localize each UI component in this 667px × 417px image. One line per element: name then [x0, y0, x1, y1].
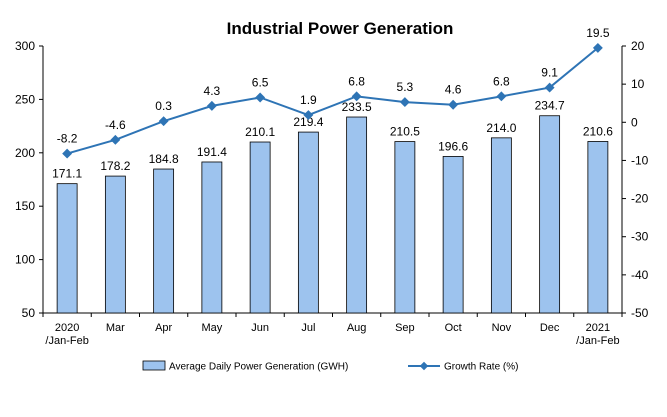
left-axis-tick-label: 250: [15, 92, 35, 106]
left-axis-tick-label: 100: [15, 253, 35, 267]
bar-data-label: 210.5: [390, 125, 420, 139]
growth-rate-data-label: -4.6: [105, 118, 126, 132]
x-axis-tick-label: Mar: [106, 322, 125, 334]
growth-rate-point: [62, 148, 73, 159]
left-axis-tick-label: 150: [15, 199, 35, 213]
bar: [394, 141, 416, 314]
x-axis-tick-label: Oct: [445, 322, 462, 334]
growth-rate-line: [66, 47, 599, 155]
bar-data-label: 210.1: [245, 125, 275, 139]
bar-data-label: 210.6: [583, 124, 613, 138]
growth-rate-point: [158, 116, 169, 127]
growth-rate-point: [206, 100, 217, 111]
growth-rate-data-label: 0.3: [155, 99, 172, 113]
x-axis-tick-label: Dec: [540, 322, 560, 334]
x-axis-tick-label: Jul: [301, 322, 315, 334]
growth-rate-point: [255, 92, 266, 103]
x-axis-tick-label: 2021: [586, 322, 610, 334]
right-axis-tick-label: -50: [631, 306, 649, 320]
right-axis-tick-label: 0: [631, 115, 638, 129]
growth-rate-data-label: 4.6: [445, 83, 462, 97]
legend-bar-label: Average Daily Power Generation (GWH): [169, 362, 348, 373]
growth-rate-data-label: 9.1: [541, 66, 558, 80]
bar-data-label: 214.0: [486, 121, 516, 135]
right-axis-tick-label: -40: [631, 268, 649, 282]
growth-rate-data-label: 6.8: [493, 74, 510, 88]
x-axis-tick-label: 2020: [55, 322, 79, 334]
bar: [490, 137, 512, 314]
legend-line-marker: [419, 361, 429, 371]
x-axis-tick-label: Sep: [395, 322, 415, 334]
bar: [539, 115, 561, 314]
growth-rate-point: [496, 91, 507, 102]
right-axis-tick-label: -10: [631, 153, 649, 167]
growth-rate-data-label: -8.2: [57, 132, 78, 146]
left-axis-tick-label: 300: [15, 39, 35, 53]
bar-data-label: 171.1: [52, 167, 82, 181]
bar: [297, 131, 319, 314]
x-axis-tick-label: Aug: [347, 322, 367, 334]
growth-rate-point: [448, 99, 459, 110]
x-axis-tick-label: /Jan-Feb: [45, 335, 88, 347]
legend: Average Daily Power Generation (GWH) Grow…: [142, 360, 518, 373]
bar-data-label: 219.4: [293, 115, 323, 129]
bar: [104, 175, 126, 314]
bar: [442, 156, 464, 314]
right-axis-tick-label: -30: [631, 230, 649, 244]
right-axis-tick-label: 10: [631, 77, 645, 91]
bar-data-label: 191.4: [197, 145, 227, 159]
legend-bar-swatch: [142, 360, 166, 371]
growth-rate-point: [399, 97, 410, 108]
growth-rate-data-label: 19.5: [586, 26, 610, 40]
bar: [56, 183, 78, 314]
left-axis-tick-label: 50: [22, 306, 36, 320]
growth-rate-data-label: 4.3: [204, 84, 221, 98]
bar: [346, 116, 368, 314]
plot-area: 50100150200250300-50-40-30-20-1001020202…: [15, 26, 649, 347]
bar: [249, 141, 271, 314]
right-axis-tick-label: -20: [631, 192, 649, 206]
growth-rate-point: [110, 134, 121, 145]
bar: [153, 168, 175, 314]
bar-data-label: 196.6: [438, 139, 468, 153]
x-axis-tick-label: /Jan-Feb: [576, 335, 619, 347]
x-axis-tick-label: Apr: [155, 322, 172, 334]
bar-data-label: 178.2: [100, 159, 130, 173]
bar: [587, 141, 609, 314]
bar-data-label: 234.7: [535, 99, 565, 113]
growth-rate-data-label: 6.8: [348, 74, 365, 88]
growth-rate-point: [592, 42, 603, 53]
growth-rate-data-label: 1.9: [300, 93, 317, 107]
growth-rate-data-label: 5.3: [397, 80, 414, 94]
x-axis-tick-label: Nov: [492, 322, 512, 334]
x-axis-tick-label: Jun: [251, 322, 269, 334]
right-axis-tick-label: 20: [631, 39, 645, 53]
growth-rate-point: [544, 82, 555, 93]
growth-rate-data-label: 6.5: [252, 75, 269, 89]
legend-line-label: Growth Rate (%): [444, 362, 518, 373]
bar: [201, 161, 223, 314]
bar-data-label: 184.8: [149, 152, 179, 166]
left-axis-tick-label: 200: [15, 146, 35, 160]
chart-title: Industrial Power Generation: [227, 19, 454, 38]
x-axis-tick-label: May: [201, 322, 222, 334]
bar-data-label: 233.5: [342, 100, 372, 114]
